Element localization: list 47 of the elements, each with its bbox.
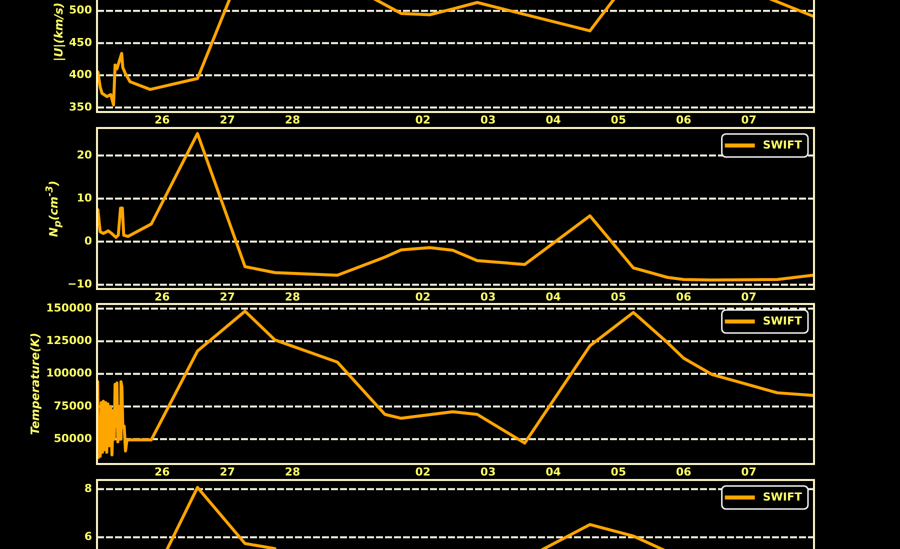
x-tick-label: 04 <box>546 465 562 478</box>
y-tick-label: 450 <box>69 36 92 49</box>
x-tick-label: 27 <box>220 113 236 126</box>
x-tick-label: 06 <box>676 290 692 304</box>
legend-label: SWIFT <box>762 490 802 504</box>
y-tick-label: 400 <box>69 68 92 82</box>
y-tick-label: 8 <box>84 482 92 496</box>
x-tick-label: 26 <box>154 465 170 478</box>
x-tick-label: 28 <box>284 465 300 478</box>
x-tick-label: 28 <box>284 113 300 126</box>
x-tick-label: 27 <box>220 290 236 304</box>
y-tick-label: 350 <box>69 100 92 114</box>
x-tick-label: 04 <box>546 113 562 126</box>
x-tick-label: 06 <box>676 465 692 478</box>
legend-label: SWIFT <box>762 314 802 328</box>
y-tick-label: 75000 <box>54 399 92 412</box>
y-tick-label: −10 <box>67 278 92 291</box>
x-tick-label: 05 <box>610 465 626 478</box>
x-tick-label: 03 <box>480 290 496 304</box>
y-tick-label: 150000 <box>46 301 92 314</box>
y-tick-label: 0 <box>84 234 92 248</box>
legend-label: SWIFT <box>762 138 802 152</box>
x-tick-label: 28 <box>284 290 300 304</box>
x-tick-label: 02 <box>415 465 431 478</box>
x-tick-label: 02 <box>415 113 431 126</box>
y-tick-label: 500 <box>69 4 92 17</box>
x-tick-label: 02 <box>415 290 431 304</box>
x-tick-label: 07 <box>741 465 756 478</box>
y-axis-title: |U|(km/s) <box>51 2 66 62</box>
x-tick-label: 03 <box>480 113 496 126</box>
y-tick-label: 100000 <box>46 366 92 380</box>
y-tick-label: 125000 <box>46 334 92 348</box>
y-tick-label: 10 <box>76 191 92 204</box>
y-axis-title: Temperature(K) <box>28 332 44 435</box>
x-tick-label: 04 <box>546 290 562 304</box>
x-tick-label: 05 <box>610 290 626 304</box>
x-tick-label: 05 <box>610 113 626 126</box>
x-tick-label: 03 <box>480 465 496 478</box>
x-tick-label: 07 <box>741 290 756 304</box>
x-tick-label: 27 <box>220 465 236 478</box>
y-tick-label: 20 <box>76 148 92 162</box>
x-tick-label: 26 <box>154 113 170 126</box>
x-tick-label: 07 <box>741 113 756 126</box>
y-tick-label: 6 <box>84 530 92 544</box>
x-tick-label: 06 <box>676 113 692 126</box>
y-tick-label: 50000 <box>54 432 92 446</box>
x-tick-label: 26 <box>154 290 170 304</box>
